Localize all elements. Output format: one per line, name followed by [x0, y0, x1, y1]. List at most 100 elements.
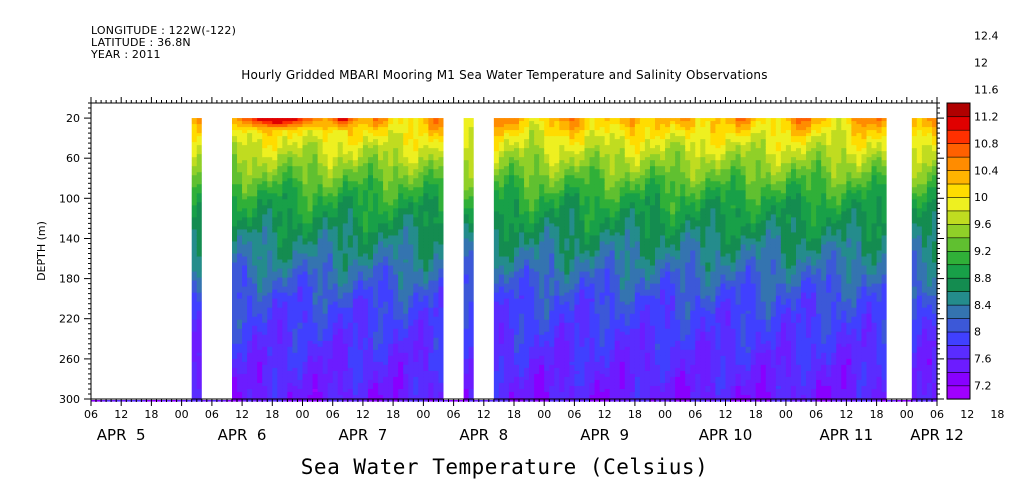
- temperature-cell: [242, 382, 248, 387]
- temperature-cell: [237, 187, 243, 191]
- temperature-cell: [191, 151, 198, 155]
- temperature-cell: [242, 139, 248, 143]
- temperature-cell: [237, 154, 243, 158]
- temperature-cell: [262, 388, 268, 393]
- temperature-cell: [267, 283, 273, 288]
- temperature-cell: [232, 295, 238, 300]
- temperature-cell: [262, 313, 268, 318]
- temperature-cell: [262, 322, 268, 327]
- temperature-cell: [232, 262, 238, 267]
- temperature-cell: [237, 184, 243, 188]
- temperature-cell: [267, 181, 273, 185]
- temperature-cell: [267, 340, 273, 345]
- temperature-cell: [196, 241, 203, 246]
- temperature-cell: [191, 175, 198, 179]
- temperature-cell: [247, 346, 253, 351]
- temperature-cell: [262, 319, 268, 324]
- temperature-cell: [262, 367, 268, 372]
- temperature-cell: [242, 262, 248, 267]
- temperature-cell: [196, 217, 203, 221]
- temperature-cell: [267, 190, 273, 194]
- temperature-cell: [242, 367, 248, 372]
- temperature-cell: [252, 118, 258, 122]
- temperature-cell: [252, 301, 258, 306]
- temperature-cell: [262, 358, 268, 363]
- temperature-cell: [242, 358, 248, 363]
- temperature-cell: [232, 352, 238, 357]
- temperature-cell: [242, 181, 248, 185]
- temperature-cell: [262, 379, 268, 384]
- temperature-cell: [267, 304, 273, 309]
- temperature-cell: [242, 142, 248, 146]
- temperature-cell: [247, 271, 253, 276]
- temperature-cell: [232, 259, 238, 264]
- temperature-cell: [191, 121, 198, 125]
- temperature-cell: [257, 364, 263, 369]
- temperature-cell: [237, 292, 243, 297]
- temperature-cell: [247, 130, 253, 134]
- temperature-cell: [252, 181, 258, 185]
- temperature-cell: [257, 319, 263, 324]
- temperature-cell: [191, 139, 198, 143]
- temperature-cell: [191, 379, 198, 384]
- temperature-cell: [237, 331, 243, 336]
- temperature-cell: [262, 334, 268, 339]
- temperature-cell: [191, 352, 198, 357]
- temperature-cell: [247, 292, 253, 297]
- temperature-cell: [242, 187, 248, 191]
- temperature-cell: [191, 250, 198, 255]
- temperature-cell: [196, 259, 203, 264]
- temperature-cell: [237, 163, 243, 167]
- temperature-cell: [232, 250, 238, 255]
- temperature-cell: [247, 169, 253, 173]
- temperature-cell: [267, 187, 273, 191]
- temperature-cell: [232, 307, 238, 312]
- temperature-cell: [252, 169, 258, 173]
- temperature-cell: [237, 199, 243, 203]
- temperature-cell: [247, 217, 253, 221]
- temperature-cell: [252, 220, 258, 225]
- temperature-cell: [267, 223, 273, 228]
- temperature-cell: [191, 385, 198, 390]
- temperature-cell: [247, 295, 253, 300]
- temperature-cell: [242, 310, 248, 315]
- temperature-cell: [262, 229, 268, 234]
- temperature-cell: [237, 358, 243, 363]
- temperature-cell: [232, 187, 238, 191]
- temperature-cell: [242, 202, 248, 206]
- temperature-cell: [191, 178, 198, 182]
- temperature-cell: [242, 247, 248, 252]
- temperature-cell: [237, 280, 243, 285]
- temperature-cell: [232, 169, 238, 173]
- temperature-cell: [272, 124, 278, 128]
- temperature-cell: [267, 322, 273, 327]
- temperature-cell: [237, 373, 243, 378]
- temperature-cell: [247, 358, 253, 363]
- temperature-cell: [237, 376, 243, 381]
- temperature-cell: [191, 286, 198, 291]
- temperature-cell: [267, 379, 273, 384]
- temperature-cell: [257, 148, 263, 152]
- temperature-cell: [242, 178, 248, 182]
- temperature-cell: [232, 379, 238, 384]
- temperature-cell: [191, 331, 198, 336]
- temperature-cell: [247, 373, 253, 378]
- temperature-cell: [267, 355, 273, 360]
- temperature-cell: [196, 232, 203, 237]
- temperature-cell: [247, 175, 253, 179]
- temperature-cell: [196, 388, 203, 393]
- temperature-cell: [247, 124, 253, 128]
- temperature-cell: [252, 163, 258, 167]
- temperature-cell: [191, 220, 198, 225]
- temperature-cell: [242, 316, 248, 321]
- temperature-cell: [257, 259, 263, 264]
- temperature-cell: [257, 205, 263, 209]
- temperature-cell: [191, 190, 198, 194]
- temperature-cell: [262, 187, 268, 191]
- temperature-cell: [237, 379, 243, 384]
- temperature-cell: [242, 370, 248, 375]
- temperature-cell: [191, 157, 198, 161]
- temperature-cell: [232, 373, 238, 378]
- temperature-cell: [196, 190, 203, 194]
